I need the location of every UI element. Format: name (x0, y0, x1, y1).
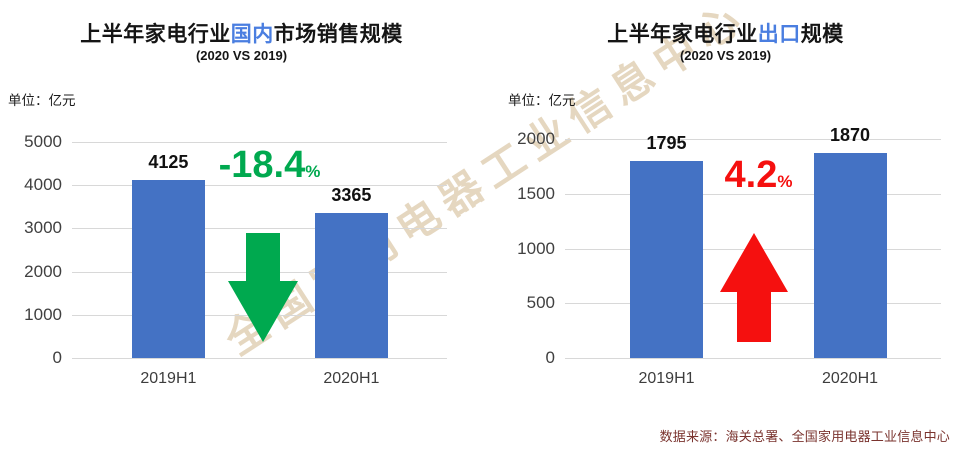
title-suffix: 市场销售规模 (273, 23, 403, 46)
chart-title: 上半年家电行业出口规模 (484, 18, 967, 48)
bar-value-label: 4125 (148, 151, 189, 172)
y-axis-tick-label: 500 (526, 293, 555, 312)
data-source-note: 数据来源：海关总署、全国家用电器工业信息中心 (659, 429, 950, 444)
x-axis-category-label: 2020H1 (323, 370, 380, 387)
y-axis-tick-label: 2000 (24, 262, 62, 281)
plot-area: 0 500 1000 1500 2000 1795 2019H1 1870 2020H1 (517, 125, 941, 387)
gridline (72, 227, 447, 229)
bar-value-label: 1870 (829, 125, 871, 146)
percent-sign: % (305, 162, 321, 181)
title-prefix: 上半年家电行业 (607, 23, 758, 46)
domestic-sales-chart: 上半年家电行业国内市场销售规模 (2020 VS 2019) 单位：亿元 0 10… (0, 0, 483, 454)
title-prefix: 上半年家电行业 (80, 23, 231, 46)
gridline (565, 138, 941, 140)
y-axis-tick-label: 4000 (24, 175, 62, 194)
export-scale-chart: 上半年家电行业出口规模 (2020 VS 2019) 单位：亿元 0 500 100… (484, 0, 967, 454)
y-axis-tick-label: 0 (52, 348, 62, 367)
gridline (72, 141, 447, 143)
bar-value-label: 3365 (331, 184, 372, 205)
gridline (72, 184, 447, 186)
y-axis-tick-label: 5000 (24, 132, 62, 151)
chart-subtitle: (2020 VS 2019) (195, 48, 288, 63)
title-highlight: 国内 (230, 23, 274, 46)
gridline (565, 357, 941, 359)
bar-2020H1 (813, 153, 887, 358)
y-axis-tick-label: 3000 (24, 218, 62, 237)
percent-sign: % (777, 172, 793, 191)
plot-area: 0 1000 2000 3000 4000 5000 4125 2019H1 3365 2020H… (24, 132, 447, 387)
x-axis-category-label: 2019H1 (638, 370, 695, 387)
title-suffix: 规模 (800, 23, 844, 46)
bar-2019H1 (630, 161, 704, 358)
y-axis-tick-label: 1500 (517, 184, 555, 203)
unit-label: 单位：亿元 (8, 93, 76, 108)
bar-2020H1 (314, 212, 388, 358)
bar-2019H1 (131, 179, 205, 358)
y-axis-tick-label: 0 (545, 348, 555, 367)
title-highlight: 出口 (757, 23, 801, 46)
decrease-arrow-icon (228, 233, 298, 342)
change-annotation: 4.2% (706, 154, 811, 197)
unit-label: 单位：亿元 (508, 93, 576, 108)
bar-value-label: 1795 (646, 133, 687, 154)
x-axis-category-label: 2019H1 (140, 370, 197, 387)
change-value: 4.2 (724, 154, 778, 196)
y-axis-tick-label: 1000 (517, 239, 555, 258)
increase-arrow-icon (720, 233, 788, 342)
chart-subtitle: (2020 VS 2019) (679, 48, 772, 63)
y-axis-tick-label: 2000 (517, 129, 555, 148)
x-axis-category-label: 2020H1 (821, 370, 879, 387)
change-annotation: -18.4% (212, 144, 327, 187)
gridline (72, 357, 447, 359)
gridline (565, 193, 941, 195)
change-value: -18.4 (218, 144, 306, 186)
y-axis-tick-label: 1000 (24, 305, 62, 324)
chart-title: 上半年家电行业国内市场销售规模 (0, 18, 483, 48)
